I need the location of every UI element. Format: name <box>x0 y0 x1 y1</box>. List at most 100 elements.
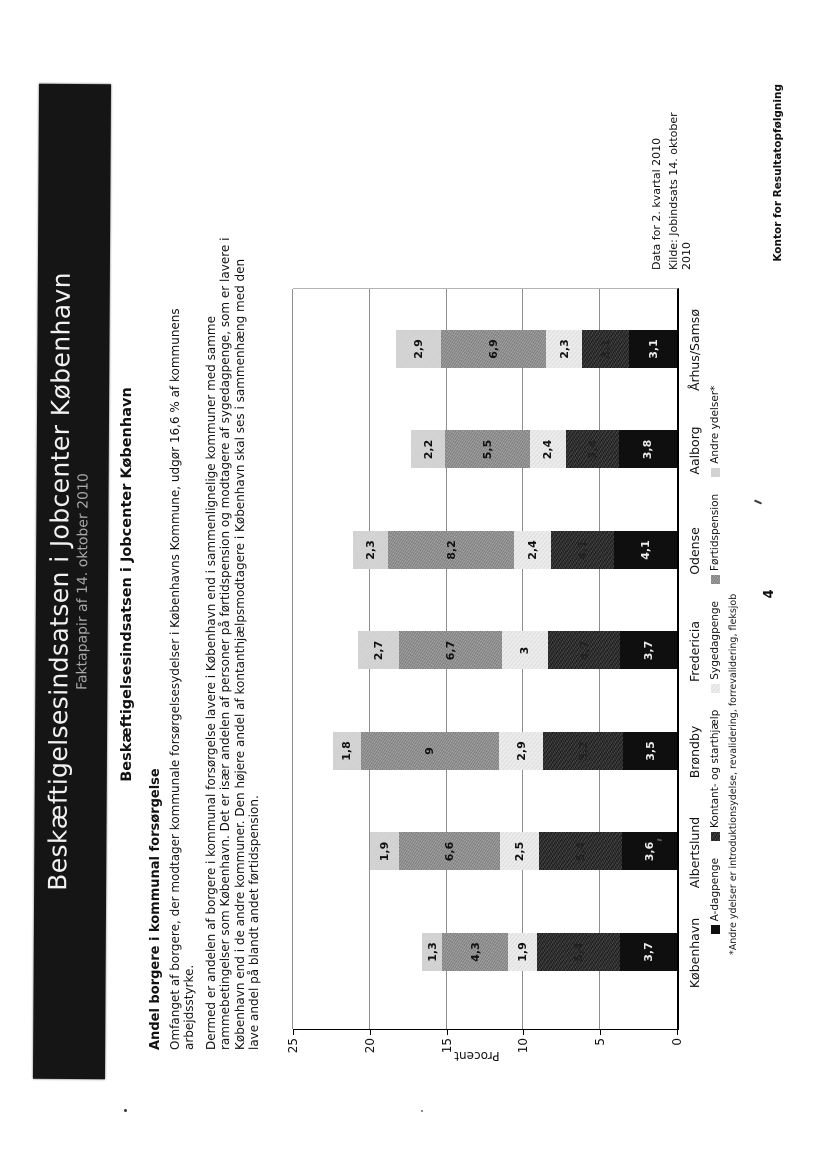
legend-swatch-icon <box>710 925 720 935</box>
bar-value-label: 2,4 <box>541 439 555 460</box>
x-axis-label: Aalborg <box>687 426 702 475</box>
bar-value-label: 2,3 <box>557 339 571 359</box>
bar-value-label: 5,4 <box>573 841 587 862</box>
bar-value-label: 3,7 <box>642 942 656 962</box>
legend-swatch-icon <box>710 683 720 693</box>
legend-label: Andre ydelser* <box>709 385 721 464</box>
x-axis-label: Fredericia <box>687 620 702 683</box>
bar-segment: 4,7 <box>547 631 621 670</box>
bar-segment: 4,1 <box>551 531 615 569</box>
bar-segment: 2,4 <box>529 430 567 469</box>
bar-segment: 5,5 <box>445 430 530 469</box>
legend-label: A-dagpenge <box>709 857 721 922</box>
legend-item: Andre ydelser* <box>709 386 721 477</box>
bar-segment: 9 <box>360 732 499 770</box>
bar-segment: 2,3 <box>352 531 389 569</box>
bar-segment: 3,6 <box>621 832 677 871</box>
footer-office: Kontor for Resultatopfølgning <box>772 84 784 262</box>
source-note: Kilde: Jobindsats 14. oktober 2010 <box>666 112 694 270</box>
y-tick-label: 5 <box>593 1038 608 1046</box>
bar-segment: 1,9 <box>369 832 400 871</box>
y-tick-mark <box>446 1030 448 1035</box>
bar-value-label: 2,5 <box>513 841 527 862</box>
bar-segment: 5,4 <box>538 832 622 871</box>
y-tick-label: 15 <box>439 1038 454 1054</box>
bar-segment: 3 <box>501 631 548 670</box>
bar-value-label: 1,9 <box>516 942 530 962</box>
bar-segment: 3,1 <box>629 330 677 368</box>
bar-value-label: 4,3 <box>468 942 482 962</box>
y-tick-label: 10 <box>516 1038 531 1054</box>
bar-segment: 3,7 <box>620 631 677 670</box>
bar-segment: 2,2 <box>411 430 446 469</box>
bar-value-label: 2,2 <box>421 439 435 460</box>
stacked-bar-albertslund: 1,9 6,6 2,5 5,4 3,6 <box>369 832 677 871</box>
bar-value-label: 6,9 <box>486 339 500 359</box>
x-axis-label: Brøndby <box>687 725 702 779</box>
bar-segment: 3,1 <box>581 330 630 368</box>
stacked-bar-fredericia: 2,7 6,7 3 4,7 3,7 <box>357 631 677 670</box>
bar-segment: 3,7 <box>620 933 677 971</box>
paragraph-2: Dermed er andelen af borgere i kommunal … <box>204 237 261 1050</box>
stacked-bar--rhus-sams-: 2,9 6,9 2,3 3,1 3,1 <box>395 330 677 368</box>
bar-value-label: 2,9 <box>411 339 425 359</box>
y-tick-mark <box>523 1030 525 1035</box>
bar-segment: 2,9 <box>498 732 544 770</box>
legend-swatch-icon <box>710 467 720 477</box>
bar-segment: 4,3 <box>442 933 509 971</box>
x-axis-label: København <box>687 917 702 989</box>
bar-value-label: 3,8 <box>641 439 655 460</box>
paragraph-1: Omfanget af borgere, der modtager kommun… <box>168 308 197 1050</box>
y-tick-label: 20 <box>362 1038 377 1054</box>
y-tick-mark <box>293 1030 294 1035</box>
bar-value-label: 3,7 <box>642 640 656 661</box>
bar-segment: 8,2 <box>388 531 515 569</box>
bar-segment: 2,4 <box>514 531 552 569</box>
bar-segment: 4,1 <box>614 531 677 569</box>
stacked-bar-aalborg: 2,2 5,5 2,4 3,4 3,8 <box>411 430 677 469</box>
data-source-note: Data for 2. kvartal 2010 Kilde: Jobindsa… <box>650 90 697 270</box>
stacked-bar-k-benhavn: 1,3 4,3 1,9 5,4 3,7 <box>422 933 677 971</box>
bar-segment: 1,9 <box>508 933 538 971</box>
bar-segment: 1,8 <box>332 732 361 770</box>
bar-value-label: 3,1 <box>646 339 660 359</box>
bar-value-label: 2,3 <box>364 540 378 560</box>
x-axis-label: Århus/Samsø <box>687 309 702 391</box>
data-period-note: Data for 2. kvartal 2010 <box>650 137 663 270</box>
bar-value-label: 4,1 <box>639 540 653 560</box>
plot-area: 1,3 4,3 1,9 5,4 3,7 1,9 6,6 2,5 5,4 3,6 1,8 9 2,9 5,2… <box>292 288 679 1030</box>
bar-value-label: 3 <box>518 646 532 655</box>
scan-artifact <box>753 499 763 505</box>
bar-value-label: 1,3 <box>425 942 439 962</box>
bar-segment: 5,4 <box>537 933 621 971</box>
bar-value-label: 2,4 <box>526 540 540 560</box>
legend-swatch-icon <box>710 575 720 584</box>
legend-item: A-dagpenge <box>709 857 721 935</box>
chart-legend: A-dagpenge Kontant- og starthjælp Sygedagp… <box>709 290 721 1030</box>
bar-segment: 3,5 <box>623 732 677 770</box>
bar-segment: 6,6 <box>399 832 501 871</box>
bar-value-label: 5,4 <box>572 942 586 962</box>
bar-segment: 1,3 <box>422 933 443 971</box>
bar-segment: 2,3 <box>546 330 582 368</box>
scan-artifact <box>421 1110 423 1112</box>
bar-segment: 2,9 <box>395 330 441 368</box>
bar-value-label: 6,7 <box>443 640 457 661</box>
document-title: Beskæftigelsesindsatsen i Jobcenter Købe… <box>43 271 76 891</box>
bar-segment: 2,5 <box>500 832 539 871</box>
bar-segment: 5,2 <box>543 732 624 770</box>
bar-segment: 6,9 <box>440 330 547 368</box>
legend-label: Førtidspension <box>709 493 721 571</box>
bar-value-label: 1,9 <box>377 841 391 862</box>
gridline-25 <box>292 289 293 1029</box>
x-axis-label: Odense <box>687 527 702 575</box>
stacked-bar-odense: 2,3 8,2 2,4 4,1 4,1 <box>352 531 677 569</box>
bar-value-label: 5,2 <box>576 741 590 761</box>
page-number: 4 <box>762 589 777 599</box>
chart-footnote: *Andre ydelser er introduktionsydelse, r… <box>728 593 739 955</box>
bar-value-label: 8,2 <box>444 540 458 560</box>
legend-item: Førtidspension <box>709 494 721 584</box>
bar-value-label: 3,1 <box>599 339 613 359</box>
bar-value-label: 3,4 <box>586 439 600 460</box>
